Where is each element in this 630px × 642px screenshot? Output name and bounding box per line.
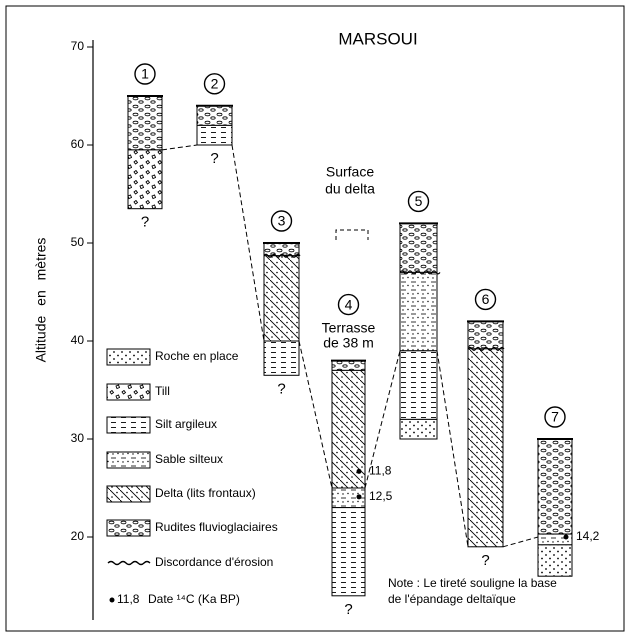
question-mark: ? bbox=[481, 552, 489, 569]
legend-discordance bbox=[108, 562, 150, 565]
layer bbox=[468, 349, 503, 547]
y-tick-label: 40 bbox=[71, 333, 85, 347]
legend-label: Silt argileux bbox=[155, 417, 217, 431]
column-number: 2 bbox=[211, 76, 219, 92]
date-label: 12,5 bbox=[369, 489, 393, 503]
layer bbox=[400, 272, 437, 350]
layer bbox=[400, 351, 437, 420]
layer bbox=[264, 256, 299, 341]
diagram: Altitude en mètres MARSOUI Surface du de… bbox=[0, 0, 630, 637]
surface-symbol bbox=[336, 230, 368, 240]
legend-swatch bbox=[107, 486, 150, 502]
layer bbox=[538, 439, 572, 534]
legend-date-dot bbox=[110, 598, 115, 603]
legend-swatch bbox=[107, 349, 150, 365]
y-tick-label: 50 bbox=[71, 235, 85, 249]
surface-label: du delta bbox=[325, 181, 375, 197]
legend-label: Roche en place bbox=[155, 349, 239, 363]
date-label: 11,8 bbox=[369, 464, 392, 478]
question-mark: ? bbox=[210, 150, 218, 167]
legend-swatch bbox=[107, 384, 150, 400]
legend-swatch bbox=[107, 452, 150, 468]
delta-base-line bbox=[503, 537, 538, 547]
delta-base-line bbox=[299, 341, 332, 488]
column-caption: Terrasse bbox=[322, 319, 376, 335]
layer bbox=[128, 150, 162, 209]
y-tick-label: 60 bbox=[71, 137, 85, 151]
layer bbox=[264, 341, 299, 375]
layer bbox=[400, 419, 437, 439]
question-mark: ? bbox=[277, 380, 285, 397]
delta-base-line bbox=[162, 145, 197, 150]
column-number: 5 bbox=[415, 193, 423, 209]
column-number: 3 bbox=[278, 213, 286, 229]
note: Note : Le tireté souligne la base bbox=[388, 576, 557, 590]
legend-label: Delta (lits frontaux) bbox=[155, 486, 256, 500]
layer bbox=[197, 106, 232, 126]
column-caption: de 38 m bbox=[323, 334, 374, 350]
layer bbox=[332, 361, 365, 371]
title: MARSOUI bbox=[338, 29, 417, 48]
note: de l'épandage deltaïque bbox=[388, 592, 516, 606]
column-number: 1 bbox=[141, 66, 149, 82]
question-mark: ? bbox=[141, 214, 149, 231]
legend-label: Till bbox=[155, 384, 170, 398]
y-tick-label: 30 bbox=[71, 431, 85, 445]
y-tick-label: 70 bbox=[71, 39, 85, 53]
legend-label: Date ¹⁴C (Ka BP) bbox=[148, 592, 240, 606]
legend-date-example: 11,8 bbox=[117, 592, 140, 606]
column-number: 6 bbox=[482, 291, 490, 307]
date-dot bbox=[564, 535, 569, 540]
layer bbox=[128, 96, 162, 150]
delta-base-line bbox=[437, 351, 468, 547]
layer bbox=[332, 508, 365, 596]
layer bbox=[400, 223, 437, 272]
layer bbox=[197, 125, 232, 145]
delta-base-line bbox=[232, 145, 264, 341]
legend-swatch bbox=[107, 417, 150, 433]
column-number: 7 bbox=[551, 409, 559, 425]
column-number: 4 bbox=[345, 296, 353, 312]
y-tick-label: 20 bbox=[71, 529, 85, 543]
date-label: 14,2 bbox=[576, 529, 600, 543]
frame bbox=[6, 6, 624, 631]
legend-label: Rudites fluvioglaciaires bbox=[155, 520, 278, 534]
legend-label: Sable silteux bbox=[155, 452, 223, 466]
surface-label: Surface bbox=[326, 164, 374, 180]
question-mark: ? bbox=[344, 601, 352, 618]
legend-swatch bbox=[107, 520, 150, 536]
y-axis-label: Altitude en mètres bbox=[33, 238, 49, 363]
layer bbox=[538, 545, 572, 576]
legend-label: Discordance d'érosion bbox=[155, 555, 273, 569]
date-dot bbox=[357, 469, 362, 474]
layer bbox=[468, 321, 503, 348]
date-dot bbox=[357, 494, 362, 499]
